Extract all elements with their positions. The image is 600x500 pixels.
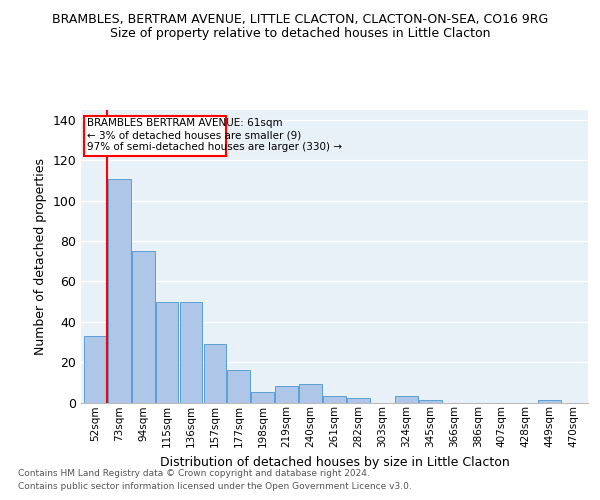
Bar bbox=[275, 386, 298, 402]
Bar bbox=[347, 398, 370, 402]
Bar bbox=[132, 251, 155, 402]
Text: BRAMBLES, BERTRAM AVENUE, LITTLE CLACTON, CLACTON-ON-SEA, CO16 9RG: BRAMBLES, BERTRAM AVENUE, LITTLE CLACTON… bbox=[52, 12, 548, 26]
Bar bbox=[323, 396, 346, 402]
Bar bbox=[227, 370, 250, 402]
Text: Contains HM Land Registry data © Crown copyright and database right 2024.: Contains HM Land Registry data © Crown c… bbox=[18, 468, 370, 477]
Text: Size of property relative to detached houses in Little Clacton: Size of property relative to detached ho… bbox=[110, 28, 490, 40]
Y-axis label: Number of detached properties: Number of detached properties bbox=[34, 158, 47, 355]
Bar bbox=[251, 392, 274, 402]
Bar bbox=[395, 396, 418, 402]
Bar bbox=[203, 344, 226, 403]
Bar bbox=[299, 384, 322, 402]
Bar bbox=[156, 302, 178, 402]
Bar bbox=[179, 302, 202, 402]
Text: Contains public sector information licensed under the Open Government Licence v3: Contains public sector information licen… bbox=[18, 482, 412, 491]
X-axis label: Distribution of detached houses by size in Little Clacton: Distribution of detached houses by size … bbox=[160, 456, 509, 468]
Bar bbox=[419, 400, 442, 402]
Text: ← 3% of detached houses are smaller (9): ← 3% of detached houses are smaller (9) bbox=[88, 130, 302, 140]
Bar bbox=[108, 178, 131, 402]
Bar bbox=[538, 400, 561, 402]
FancyBboxPatch shape bbox=[84, 116, 226, 156]
Bar bbox=[84, 336, 107, 402]
Text: 97% of semi-detached houses are larger (330) →: 97% of semi-detached houses are larger (… bbox=[88, 142, 343, 152]
Text: BRAMBLES BERTRAM AVENUE: 61sqm: BRAMBLES BERTRAM AVENUE: 61sqm bbox=[88, 118, 283, 128]
